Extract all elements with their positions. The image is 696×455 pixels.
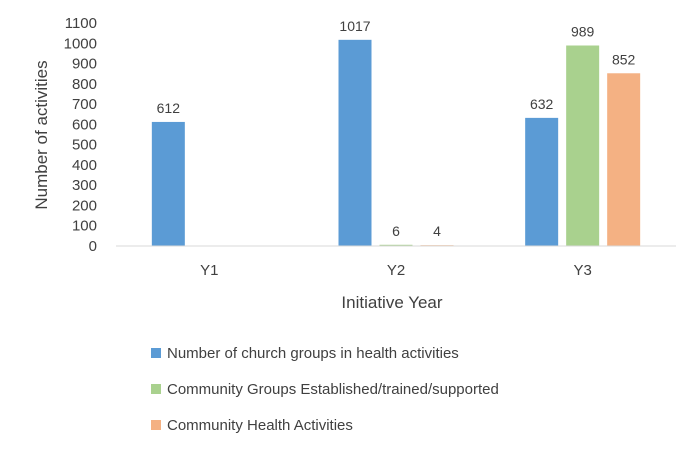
x-axis-title: Initiative Year bbox=[341, 293, 442, 312]
bar-y2-series-1 bbox=[338, 39, 372, 247]
data-label: 612 bbox=[157, 100, 181, 116]
bar-y3-series-2 bbox=[566, 45, 600, 246]
legend-label: Number of church groups in health activi… bbox=[167, 344, 459, 362]
data-label: 1017 bbox=[339, 18, 370, 34]
y-tick-label: 200 bbox=[72, 197, 97, 214]
data-label: 4 bbox=[433, 223, 441, 239]
data-labels: 612 1017 6 4 632 989 852 bbox=[157, 18, 636, 239]
y-tick-label: 600 bbox=[72, 116, 97, 133]
bars bbox=[151, 39, 641, 247]
x-tick-label: Y1 bbox=[200, 262, 218, 279]
legend-item-community-groups: Community Groups Established/trained/sup… bbox=[151, 379, 499, 399]
legend-swatch bbox=[151, 420, 161, 430]
y-tick-label: 100 bbox=[72, 218, 97, 235]
bar-y2-series-2 bbox=[379, 244, 413, 246]
y-tick-label: 0 bbox=[89, 238, 97, 255]
bar-y1-series-1 bbox=[151, 121, 185, 246]
x-tick-label: Y2 bbox=[387, 262, 405, 279]
data-label: 6 bbox=[392, 223, 400, 239]
data-label: 852 bbox=[612, 51, 636, 67]
bar-y3-series-3 bbox=[607, 73, 641, 246]
y-tick-label: 1100 bbox=[65, 15, 97, 32]
data-label: 989 bbox=[571, 24, 595, 40]
legend-label: Community Health Activities bbox=[167, 416, 353, 434]
legend: Number of church groups in health activi… bbox=[151, 343, 499, 451]
y-tick-label: 1000 bbox=[64, 35, 97, 52]
x-tick-label: Y3 bbox=[573, 262, 591, 279]
bar-y3-series-1 bbox=[525, 117, 559, 246]
y-tick-label: 300 bbox=[72, 177, 97, 194]
y-tick-label: 700 bbox=[72, 96, 97, 113]
y-axis-ticks: 0 100 200 300 400 500 600 700 800 900 1000 1100 bbox=[64, 15, 97, 255]
y-tick-label: 800 bbox=[72, 76, 97, 93]
y-tick-label: 400 bbox=[72, 157, 97, 174]
legend-swatch bbox=[151, 348, 161, 358]
y-axis-title: Number of activities bbox=[32, 60, 51, 209]
data-label: 632 bbox=[530, 96, 554, 112]
y-tick-label: 500 bbox=[72, 137, 97, 154]
x-axis-ticks: Y1 Y2 Y3 bbox=[200, 262, 592, 279]
legend-item-community-health: Community Health Activities bbox=[151, 415, 499, 435]
legend-label: Community Groups Established/trained/sup… bbox=[167, 380, 499, 398]
legend-item-church-groups: Number of church groups in health activi… bbox=[151, 343, 499, 363]
legend-swatch bbox=[151, 384, 161, 394]
y-tick-label: 900 bbox=[72, 56, 97, 73]
